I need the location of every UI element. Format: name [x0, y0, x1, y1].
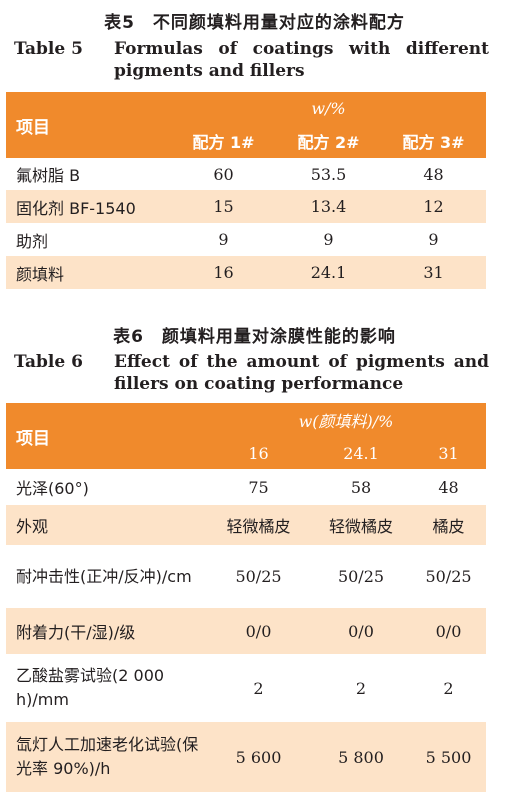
table-row: 乙酸盐雾试验(2 000 h)/mm 2 2 2	[6, 654, 486, 722]
table5-header-item: 项目	[16, 117, 50, 138]
cell-value: 50/25	[411, 545, 486, 608]
table5-col-header: 配方 2#	[297, 133, 360, 152]
table5-col-header: 配方 3#	[402, 133, 465, 152]
cell-value: 15	[171, 190, 276, 223]
table6-col-header: 16	[248, 443, 269, 463]
row-label: 光泽(60°)	[6, 469, 206, 505]
table6-col-header: 31	[438, 443, 459, 463]
cell-value: 9	[276, 223, 381, 256]
table6-en-label: Table 6	[14, 352, 83, 372]
cell-value: 50/25	[206, 545, 311, 608]
cell-value: 轻微橘皮	[311, 505, 411, 545]
table6-en-title: Effect of the amount of pigments and fil…	[114, 352, 489, 394]
row-label: 乙酸盐雾试验(2 000 h)/mm	[6, 654, 206, 722]
cell-value: 橘皮	[411, 505, 486, 545]
table-row: 氙灯人工加速老化试验(保光率 90%)/h 5 600 5 800 5 500	[6, 722, 486, 792]
cell-value: 75	[206, 469, 311, 505]
table5-col-header: 配方 1#	[192, 133, 255, 152]
cell-value: 48	[411, 469, 486, 505]
cell-value: 31	[381, 256, 486, 289]
table-row: 外观 轻微橘皮 轻微橘皮 橘皮	[6, 505, 486, 545]
cell-value: 9	[171, 223, 276, 256]
cell-value: 0/0	[411, 608, 486, 654]
cell-value: 60	[171, 158, 276, 190]
table-row: 固化剂 BF-1540 15 13.4 12	[6, 190, 486, 223]
cell-value: 48	[381, 158, 486, 190]
cell-value: 5 500	[411, 722, 486, 792]
row-label: 助剂	[6, 223, 171, 256]
cell-value: 12	[381, 190, 486, 223]
table5-en-label: Table 5	[14, 39, 83, 59]
cell-value: 13.4	[276, 190, 381, 223]
cell-value: 53.5	[276, 158, 381, 190]
row-label: 外观	[6, 505, 206, 545]
cell-value: 5 600	[206, 722, 311, 792]
cell-value: 2	[206, 654, 311, 722]
cell-value: 2	[311, 654, 411, 722]
table5-en-caption: Table 5 Formulas of coatings with differ…	[0, 38, 509, 82]
table5-header-unit: w/%	[311, 98, 346, 118]
cell-value: 24.1	[276, 256, 381, 289]
row-label: 氙灯人工加速老化试验(保光率 90%)/h	[6, 722, 206, 792]
cell-value: 0/0	[311, 608, 411, 654]
table6: 项目 w(颜填料)/% 16 24.1 31 光泽(60°) 75 58 48 …	[6, 403, 486, 792]
cell-value: 5 800	[311, 722, 411, 792]
cell-value: 9	[381, 223, 486, 256]
row-label: 耐冲击性(正冲/反冲)/cm	[6, 545, 206, 608]
table-row: 颜填料 16 24.1 31	[6, 256, 486, 289]
cell-value: 0/0	[206, 608, 311, 654]
table6-header-item: 项目	[16, 428, 50, 449]
table-row: 附着力(干/湿)/级 0/0 0/0 0/0	[6, 608, 486, 654]
cell-value: 16	[171, 256, 276, 289]
cell-value: 2	[411, 654, 486, 722]
table6-cn-title: 表6 颜填料用量对涂膜性能的影响	[113, 327, 396, 347]
table6-en-caption: Table 6 Effect of the amount of pigments…	[0, 351, 509, 395]
table-row: 耐冲击性(正冲/反冲)/cm 50/25 50/25 50/25	[6, 545, 486, 608]
table-row: 氟树脂 B 60 53.5 48	[6, 158, 486, 190]
table-row: 光泽(60°) 75 58 48	[6, 469, 486, 505]
cell-value: 58	[311, 469, 411, 505]
table6-header-unit: w(颜填料)/%	[298, 412, 394, 431]
row-label: 氟树脂 B	[6, 158, 171, 190]
table-row: 助剂 9 9 9	[6, 223, 486, 256]
table5-cn-title: 表5 不同颜填料用量对应的涂料配方	[104, 13, 405, 33]
row-label: 颜填料	[6, 256, 171, 289]
cell-value: 轻微橘皮	[206, 505, 311, 545]
cell-value: 50/25	[311, 545, 411, 608]
row-label: 附着力(干/湿)/级	[6, 608, 206, 654]
table5-en-title: Formulas of coatings with different pigm…	[114, 39, 489, 81]
row-label: 固化剂 BF-1540	[6, 190, 171, 223]
table6-col-header: 24.1	[343, 443, 379, 463]
table5: 项目 w/% 配方 1# 配方 2# 配方 3# 氟树脂 B 60 53.5 4…	[6, 92, 486, 289]
